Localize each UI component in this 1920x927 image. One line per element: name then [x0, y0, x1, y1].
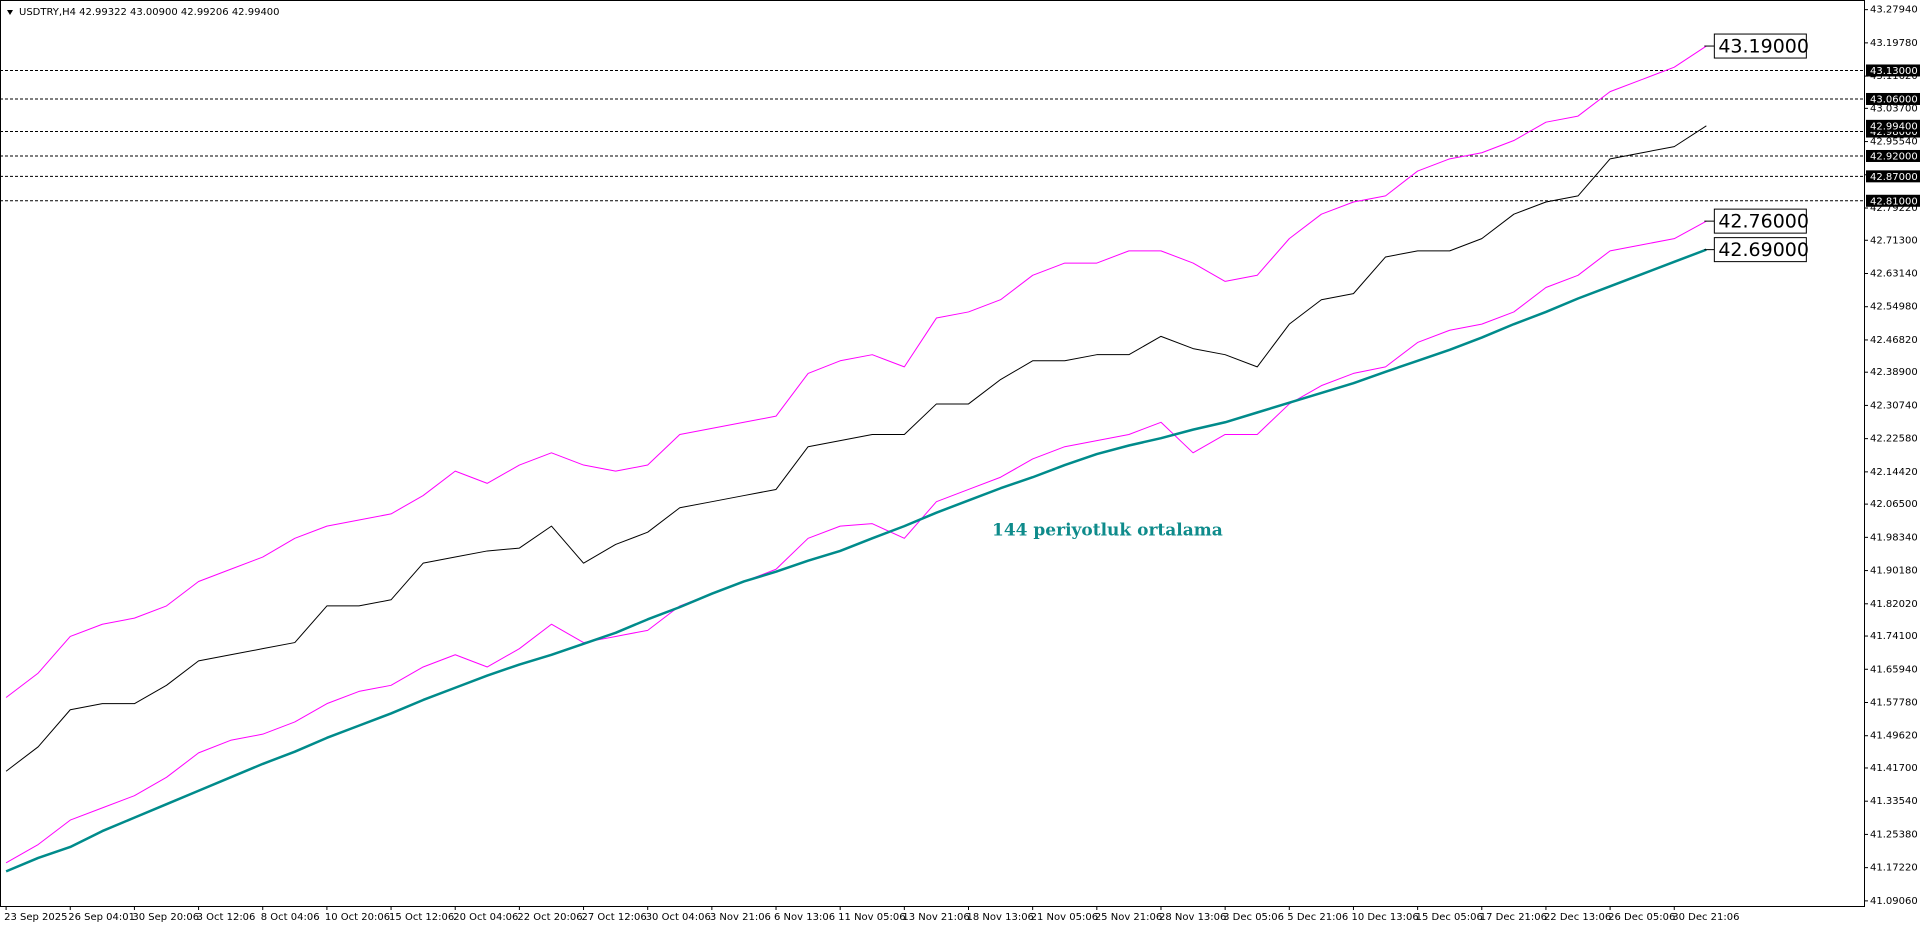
x-tick-label: 20 Oct 04:06: [453, 912, 518, 923]
level-label-box: [1866, 149, 1920, 162]
x-tick-label: 25 Nov 21:06: [1095, 912, 1162, 923]
series-line: [5, 220, 1707, 864]
x-tick-label: 26 Sep 04:01: [68, 912, 135, 923]
price-label: 42.76000: [1718, 211, 1809, 233]
y-tick-label: 42.30740: [1870, 400, 1918, 411]
level-label: 42.87000: [1870, 172, 1918, 183]
x-tick-label: 18 Nov 13:06: [967, 912, 1034, 923]
chart-title: USDTRY,H4 42.99322 43.00900 42.99206 42.…: [19, 7, 280, 18]
x-tick-label: 30 Dec 21:06: [1672, 912, 1739, 923]
y-tick-label: 41.33540: [1870, 796, 1918, 807]
level-label: 42.92000: [1870, 151, 1918, 162]
x-tick-label: 11 Nov 05:06: [838, 912, 905, 923]
y-tick-label: 43.11620: [1870, 71, 1918, 82]
x-tick-label: 22 Dec 13:06: [1544, 912, 1611, 923]
x-tick-label: 22 Oct 20:06: [517, 912, 582, 923]
y-tick-label: 42.46820: [1870, 335, 1918, 346]
level-label: 43.13000: [1870, 66, 1918, 77]
x-tick-label: 28 Nov 13:06: [1159, 912, 1226, 923]
y-tick-label: 42.54980: [1870, 302, 1918, 313]
y-tick-label: 42.38900: [1870, 367, 1918, 378]
y-tick-label: 41.74100: [1870, 631, 1918, 642]
series-line: [5, 248, 1707, 873]
y-tick-label: 42.95540: [1870, 137, 1918, 148]
level-label-box: [1866, 194, 1920, 207]
level-label: 43.06000: [1870, 94, 1918, 105]
x-tick-label: 8 Oct 04:06: [261, 912, 320, 923]
x-tick-label: 27 Oct 12:06: [582, 912, 647, 923]
x-tick-label: 10 Dec 13:06: [1351, 912, 1418, 923]
series-line: [5, 125, 1707, 772]
y-tick-label: 41.90180: [1870, 566, 1918, 577]
level-label-box: [1866, 170, 1920, 183]
x-tick-label: 30 Sep 20:06: [132, 912, 199, 923]
level-label: 42.98000: [1870, 127, 1918, 138]
y-tick-label: 42.14420: [1870, 467, 1918, 478]
menu-arrow[interactable]: [7, 10, 13, 15]
current-price-label: 42.99400: [1870, 121, 1918, 132]
price-label: 42.69000: [1718, 239, 1809, 261]
y-tick-label: 41.41700: [1870, 763, 1918, 774]
y-tick-label: 43.27940: [1870, 5, 1918, 16]
y-tick-label: 41.25380: [1870, 829, 1918, 840]
x-tick-label: 6 Nov 13:06: [774, 912, 835, 923]
x-tick-label: 30 Oct 04:06: [646, 912, 711, 923]
x-tick-label: 15 Dec 05:06: [1416, 912, 1483, 923]
x-tick-label: 21 Nov 05:06: [1031, 912, 1098, 923]
x-tick-label: 15 Oct 12:06: [389, 912, 454, 923]
x-tick-label: 23 Sep 2025: [4, 912, 67, 923]
x-tick-label: 10 Oct 20:06: [325, 912, 390, 923]
level-label-box: [1866, 64, 1920, 77]
x-tick-label: 3 Oct 12:06: [197, 912, 256, 923]
y-tick-label: 43.19780: [1870, 38, 1918, 49]
y-tick-label: 41.98340: [1870, 532, 1918, 543]
y-tick-label: 41.09060: [1870, 896, 1918, 907]
y-tick-label: 41.82020: [1870, 599, 1918, 610]
y-tick-label: 42.06500: [1870, 499, 1918, 510]
price-label-box: [1713, 208, 1807, 234]
current-price-box: [1866, 119, 1920, 132]
x-tick-label: 13 Nov 21:06: [902, 912, 969, 923]
y-tick-label: 41.57780: [1870, 697, 1918, 708]
plot-frame: [0, 0, 1865, 907]
price-label-box: [1713, 33, 1807, 59]
y-tick-label: 41.49620: [1870, 731, 1918, 742]
y-tick-label: 43.03700: [1870, 103, 1918, 114]
price-label: 43.19000: [1718, 36, 1809, 58]
y-tick-label: 42.63140: [1870, 268, 1918, 279]
level-label: 42.81000: [1870, 196, 1918, 207]
y-tick-label: 42.22580: [1870, 434, 1918, 445]
x-tick-label: 26 Dec 05:06: [1608, 912, 1675, 923]
x-tick-label: 3 Nov 21:06: [710, 912, 771, 923]
x-tick-label: 3 Dec 05:06: [1223, 912, 1284, 923]
level-label-box: [1866, 92, 1920, 105]
annotation: 144 periyotluk ortalama: [992, 521, 1223, 541]
y-tick-label: 41.65940: [1870, 664, 1918, 675]
y-tick-label: 41.17220: [1870, 863, 1918, 874]
price-label-box: [1713, 237, 1807, 263]
x-tick-label: 5 Dec 21:06: [1287, 912, 1348, 923]
x-tick-label: 17 Dec 21:06: [1480, 912, 1547, 923]
series-line: [5, 45, 1707, 698]
y-tick-label: 42.71300: [1870, 235, 1918, 246]
y-tick-label: 42.79220: [1870, 203, 1918, 214]
